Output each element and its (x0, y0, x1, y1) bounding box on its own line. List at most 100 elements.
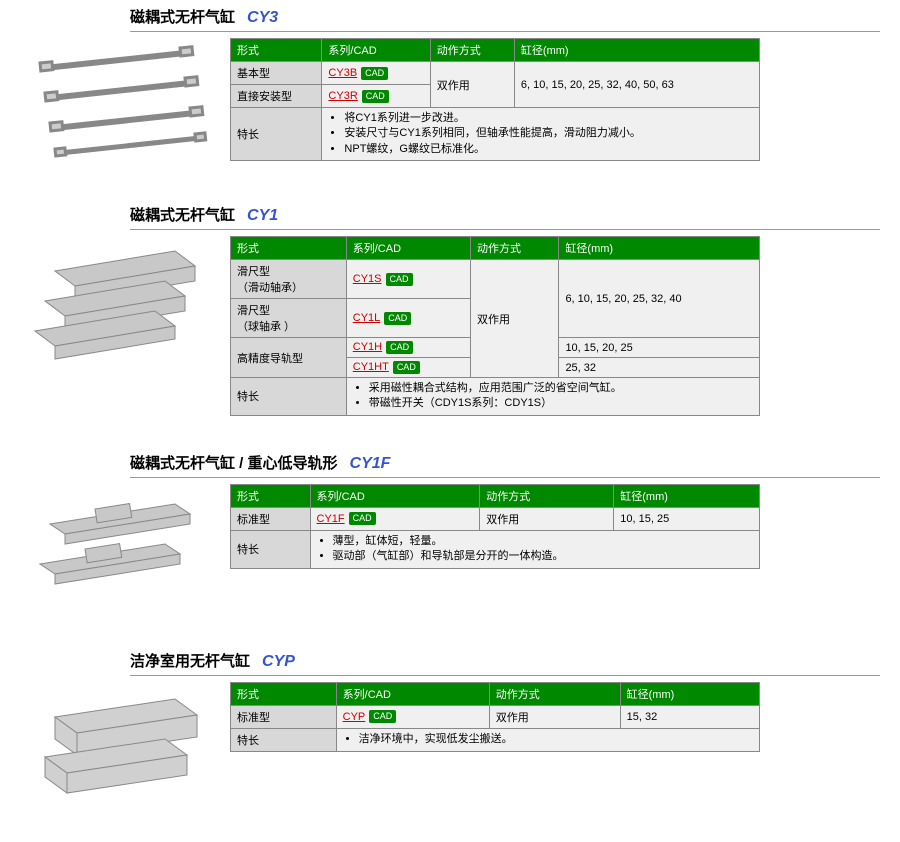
form-cell: 直接安装型 (231, 85, 322, 108)
title-cn: 磁耦式无杆气缸 / 重心低导轨形 (130, 455, 338, 472)
form-cell: 基本型 (231, 62, 322, 85)
bore-cell: 6, 10, 15, 20, 25, 32, 40, 50, 63 (514, 62, 759, 108)
title-cn: 磁耦式无杆气缸 (130, 9, 235, 26)
product-section: 磁耦式无杆气缸 / 重心低导轨形CY1F形式系列/CAD动作方式缸径(mm)标准… (0, 446, 900, 614)
series-link[interactable]: CYP (343, 711, 366, 723)
series-cell: CY3R CAD (322, 85, 430, 108)
feature-item: 带磁性开关（CDY1S系列：CDY1S） (369, 396, 753, 411)
col-header: 系列/CAD (310, 484, 480, 507)
feature-cell: 洁净环境中，实现低发尘搬送。 (336, 728, 759, 751)
product-image (20, 236, 220, 366)
series-cell: CY3B CAD (322, 62, 430, 85)
col-header: 系列/CAD (346, 237, 470, 260)
series-cell: CY1LCAD (346, 299, 470, 338)
series-cell: CY1H CAD (346, 338, 470, 358)
cad-badge[interactable]: CAD (361, 67, 388, 80)
product-section: 磁耦式无杆气缸 CY3 形式系列/CAD动作方式缸径(mm) 基本型 CY3B CAD 双作… (0, 0, 900, 168)
section-title: 磁耦式无杆气缸 CY3 (130, 0, 880, 32)
series-link[interactable]: CY3B (328, 67, 357, 79)
feature-row: 特长采用磁性耦合式结构，应用范围广泛的省空间气缸。带磁性开关（CDY1S系列：C… (231, 378, 760, 416)
bore-cell: 15, 32 (620, 705, 759, 728)
series-cell: CY1F CAD (310, 507, 480, 530)
col-header: 形式 (231, 682, 337, 705)
cad-badge[interactable]: CAD (386, 341, 413, 354)
table-row: 标准型 CY1F CAD 双作用10, 15, 25 (231, 507, 760, 530)
table-row: 滑尺型（滑动轴承）CY1SCAD双作用6, 10, 15, 20, 25, 32… (231, 260, 760, 299)
series-cell: CY1HT CAD (346, 358, 470, 378)
col-header: 形式 (231, 484, 311, 507)
feature-item: 安装尺寸与CY1系列相同，但轴承性能提高，滑动阻力减小。 (344, 126, 753, 141)
col-header: 形式 (231, 237, 347, 260)
cad-badge[interactable]: CAD (386, 273, 413, 286)
spec-table: 形式系列/CAD动作方式缸径(mm)标准型CYPCAD双作用15, 32特长洁净… (230, 682, 760, 752)
col-header: 系列/CAD (322, 39, 430, 62)
feature-cell: 薄型，缸体短，轻量。驱动部（气缸部）和导轨部是分开的一体构造。 (310, 530, 759, 568)
product-section: 洁净室用无杆气缸CYP形式系列/CAD动作方式缸径(mm)标准型CYPCAD双作… (0, 644, 900, 812)
spec-table: 形式系列/CAD动作方式缸径(mm)标准型CY1FCAD双作用10, 15, 2… (230, 484, 760, 569)
action-cell: 双作用 (430, 62, 514, 108)
feature-row: 特长 洁净环境中，实现低发尘搬送。 (231, 728, 760, 751)
title-cn: 洁净室用无杆气缸 (130, 653, 250, 670)
bore-cell: 6, 10, 15, 20, 25, 32, 40 (559, 260, 760, 338)
cad-badge[interactable]: CAD (384, 312, 411, 325)
feature-label-cell: 特长 (231, 108, 322, 161)
title-en: CY3 (247, 9, 278, 26)
col-header: 缸径(mm) (614, 484, 760, 507)
section-title: 磁耦式无杆气缸 CY1 (130, 198, 880, 230)
col-header: 缸径(mm) (514, 39, 759, 62)
title-en: CY1 (247, 207, 278, 224)
spec-table: 形式系列/CAD动作方式缸径(mm) 基本型 CY3B CAD 双作用6, 10, 15… (230, 38, 760, 161)
form-cell: 标准型 (231, 507, 311, 530)
col-header: 动作方式 (489, 682, 620, 705)
col-header: 动作方式 (430, 39, 514, 62)
form-cell: 标准型 (231, 705, 337, 728)
product-section: 磁耦式无杆气缸CY1形式系列/CAD动作方式缸径(mm)滑尺型（滑动轴承）CY1… (0, 198, 900, 416)
feature-item: 采用磁性耦合式结构，应用范围广泛的省空间气缸。 (369, 381, 753, 396)
col-header: 缸径(mm) (559, 237, 760, 260)
title-en: CYP (262, 653, 295, 670)
cad-badge[interactable]: CAD (362, 90, 389, 103)
feature-cell: 采用磁性耦合式结构，应用范围广泛的省空间气缸。带磁性开关（CDY1S系列：CDY… (346, 378, 759, 416)
title-en: CY1F (350, 455, 391, 472)
product-image (20, 38, 220, 168)
feature-item: NPT螺纹，G螺纹已标准化。 (344, 142, 753, 157)
feature-item: 驱动部（气缸部）和导轨部是分开的一体构造。 (333, 549, 753, 564)
feature-item: 将CY1系列进一步改进。 (344, 111, 753, 126)
col-header: 缸径(mm) (620, 682, 759, 705)
series-link[interactable]: CY1L (353, 312, 381, 324)
spec-table: 形式系列/CAD动作方式缸径(mm) 滑尺型（滑动轴承） CY1S CAD 双作用6, … (230, 236, 760, 416)
col-header: 系列/CAD (336, 682, 489, 705)
series-link[interactable]: CY1S (353, 273, 382, 285)
bore-cell: 25, 32 (559, 358, 760, 378)
series-link[interactable]: CY3R (328, 90, 357, 102)
col-header: 动作方式 (471, 237, 559, 260)
series-cell: CYPCAD (336, 705, 489, 728)
action-cell: 双作用 (471, 260, 559, 378)
title-cn: 磁耦式无杆气缸 (130, 207, 235, 224)
action-cell: 双作用 (480, 507, 614, 530)
product-image (20, 484, 220, 614)
series-link[interactable]: CY1F (317, 513, 345, 525)
series-link[interactable]: CY1HT (353, 361, 389, 373)
bore-cell: 10, 15, 20, 25 (559, 338, 760, 358)
feature-label-cell: 特长 (231, 530, 311, 568)
form-cell: 高精度导轨型 (231, 338, 347, 378)
feature-item: 薄型，缸体短，轻量。 (333, 534, 753, 549)
cad-badge[interactable]: CAD (393, 361, 420, 374)
feature-row: 特长 将CY1系列进一步改进。安装尺寸与CY1系列相同，但轴承性能提高，滑动阻力减… (231, 108, 760, 161)
table-row: 标准型CYPCAD双作用15, 32 (231, 705, 760, 728)
series-cell: CY1S CAD (346, 260, 470, 299)
product-image (20, 682, 220, 812)
bore-cell: 10, 15, 25 (614, 507, 760, 530)
cad-badge[interactable]: CAD (369, 710, 396, 723)
section-title: 磁耦式无杆气缸 / 重心低导轨形 CY1F (130, 446, 880, 478)
series-link[interactable]: CY1H (353, 341, 382, 353)
table-row: 基本型CY3BCAD双作用6, 10, 15, 20, 25, 32, 40, … (231, 62, 760, 85)
col-header: 形式 (231, 39, 322, 62)
section-title: 洁净室用无杆气缸 CYP (130, 644, 880, 676)
form-cell: 滑尺型（滑动轴承） (231, 260, 347, 299)
feature-item: 洁净环境中，实现低发尘搬送。 (359, 732, 753, 747)
cad-badge[interactable]: CAD (349, 512, 376, 525)
form-cell: 滑尺型（球轴承 ） (231, 299, 347, 338)
feature-label-cell: 特长 (231, 728, 337, 751)
